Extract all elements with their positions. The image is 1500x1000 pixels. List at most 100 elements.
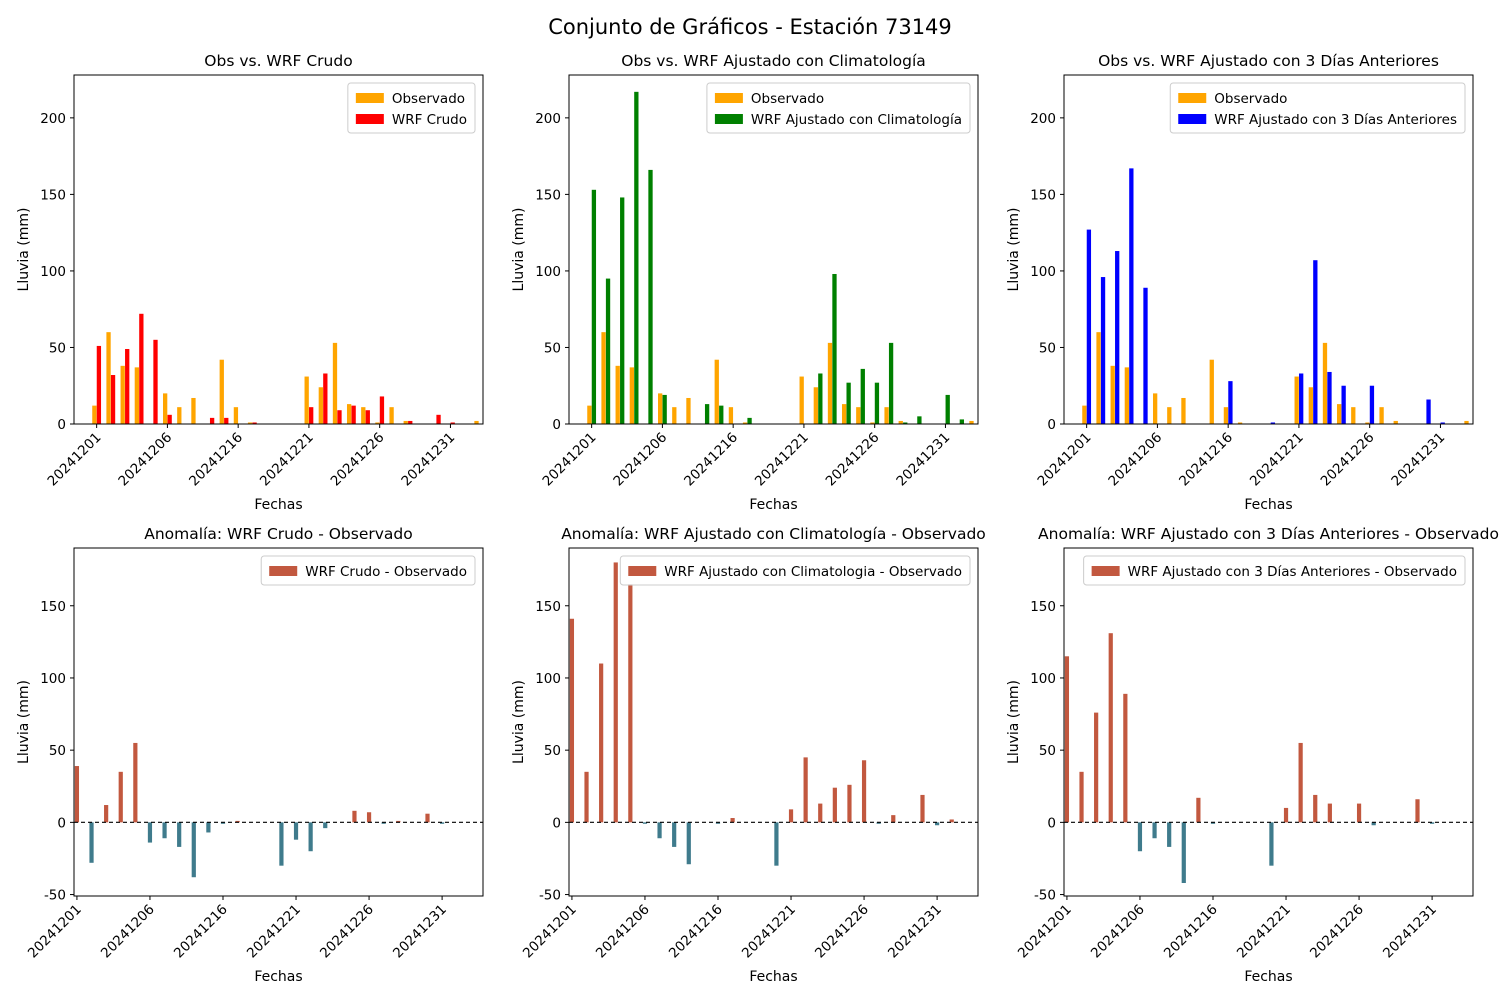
plot-frame bbox=[73, 547, 484, 897]
y-tick-label: 100 bbox=[535, 671, 561, 687]
y-tick-label: 50 bbox=[1039, 743, 1056, 759]
bar-observado-day-21 bbox=[870, 422, 875, 424]
x-tick-label: 20241226 bbox=[328, 430, 388, 490]
bar-wrf-day-6 bbox=[662, 394, 667, 424]
bar-observado-day-4 bbox=[1124, 367, 1130, 424]
bar-anomaly-day-9 bbox=[1181, 822, 1186, 884]
bar-anomaly-day-15 bbox=[279, 822, 284, 866]
x-tick-label: 20241216 bbox=[666, 902, 726, 962]
bar-anomaly-day-1 bbox=[1064, 656, 1070, 823]
bar-wrf-day-2 bbox=[605, 278, 611, 424]
bar-anomaly-day-5 bbox=[1123, 693, 1128, 823]
bar-observado-day-28 bbox=[474, 420, 479, 424]
bar-anomaly-day-18 bbox=[1313, 794, 1318, 823]
x-tick-label: 20241201 bbox=[540, 430, 600, 490]
bar-anomaly-day-18 bbox=[323, 822, 328, 829]
bar-anomaly-day-7 bbox=[1152, 822, 1157, 839]
bar-anomaly-day-7 bbox=[162, 822, 167, 839]
bar-observado-day-20 bbox=[1351, 407, 1356, 424]
bar-observado-day-6 bbox=[1153, 393, 1158, 424]
bar-observado-day-17 bbox=[813, 387, 818, 424]
legend-swatch bbox=[628, 566, 657, 576]
bar-observado-day-18 bbox=[332, 342, 338, 424]
x-tick-label: 20241206 bbox=[593, 902, 653, 962]
y-tick-label: 100 bbox=[535, 264, 561, 280]
x-tick-label: 20241201 bbox=[25, 902, 85, 962]
bar-anomaly-day-6 bbox=[1137, 822, 1143, 852]
bar-anomaly-day-5 bbox=[628, 584, 633, 823]
legend-swatch bbox=[269, 566, 298, 576]
bar-observado-day-3 bbox=[1110, 365, 1115, 424]
x-tick-label: 20241226 bbox=[1318, 430, 1378, 490]
bar-observado-day-16 bbox=[304, 376, 309, 424]
bar-wrf-day-10 bbox=[719, 405, 724, 424]
y-axis-label: Lluvia (mm) bbox=[511, 680, 527, 764]
bar-anomaly-day-26 bbox=[935, 822, 940, 826]
x-tick-label: 20241231 bbox=[1380, 902, 1440, 962]
bar-observado-day-28 bbox=[1464, 420, 1469, 424]
x-axis-label: Fechas bbox=[749, 497, 797, 513]
x-tick-label: 20241221 bbox=[752, 430, 812, 490]
bar-anomaly-day-25 bbox=[1415, 799, 1420, 823]
bar-observado-day-11 bbox=[233, 407, 239, 424]
x-tick-label: 20241216 bbox=[171, 902, 231, 962]
bar-wrf-day-26 bbox=[450, 422, 455, 424]
bar-observado-day-18 bbox=[827, 342, 833, 424]
legend-box bbox=[1169, 82, 1466, 134]
bar-anomaly-day-8 bbox=[177, 822, 182, 847]
bar-wrf-day-12 bbox=[747, 417, 752, 424]
x-axis-label: Fechas bbox=[1244, 497, 1292, 513]
y-tick-label: 0 bbox=[57, 417, 66, 433]
bar-anomaly-day-19 bbox=[1327, 803, 1332, 823]
bar-wrf-day-24 bbox=[917, 416, 922, 424]
bar-observado-day-7 bbox=[1167, 407, 1172, 424]
chart-title: Obs vs. WRF Ajustado con Climatología bbox=[621, 52, 926, 70]
bar-wrf-day-21 bbox=[1369, 385, 1375, 424]
y-tick-label: 50 bbox=[49, 340, 66, 356]
legend: WRF Ajustado con 3 Días Anteriores - Obs… bbox=[1083, 555, 1466, 586]
legend: WRF Crudo - Observado bbox=[260, 555, 476, 586]
bar-anomaly-day-25 bbox=[920, 794, 925, 823]
bar-wrf-day-3 bbox=[620, 197, 625, 424]
bar-observado-day-10 bbox=[219, 359, 224, 424]
bar-anomaly-day-12 bbox=[730, 818, 735, 823]
legend-swatch bbox=[355, 93, 384, 103]
legend-box bbox=[1083, 555, 1466, 586]
bar-wrf-day-17 bbox=[323, 373, 328, 424]
y-tick-label: 50 bbox=[49, 743, 66, 759]
bar-wrf-day-19 bbox=[1341, 385, 1346, 424]
x-tick-label: 20241216 bbox=[1176, 430, 1236, 490]
bar-wrf-day-23 bbox=[903, 422, 908, 424]
y-tick-label: 150 bbox=[40, 187, 66, 203]
x-tick-label: 20241226 bbox=[317, 902, 377, 962]
y-tick-label: 50 bbox=[544, 743, 561, 759]
chart-title: Obs vs. WRF Ajustado con 3 Días Anterior… bbox=[1098, 52, 1439, 70]
bar-observado-day-17 bbox=[318, 387, 323, 424]
bar-wrf-day-17 bbox=[818, 373, 823, 424]
y-tick-label: -50 bbox=[1034, 888, 1056, 904]
y-tick-label: 50 bbox=[1039, 340, 1056, 356]
y-tick-label: -50 bbox=[44, 888, 66, 904]
bar-observado-day-20 bbox=[361, 407, 366, 424]
x-tick-label: 20241231 bbox=[893, 430, 953, 490]
bar-anomaly-day-8 bbox=[672, 822, 677, 847]
bar-anomaly-day-26 bbox=[1430, 822, 1435, 824]
bar-observado-day-8 bbox=[1181, 397, 1186, 424]
bar-anomaly-day-17 bbox=[803, 757, 808, 823]
bar-anomaly-day-17 bbox=[308, 822, 313, 852]
bar-wrf-day-4 bbox=[634, 91, 639, 425]
bar-observado-day-1 bbox=[1082, 405, 1087, 424]
x-tick-label: 20241226 bbox=[823, 430, 883, 490]
bar-anomaly-day-21 bbox=[861, 760, 867, 823]
bar-anomaly-day-4 bbox=[118, 771, 123, 823]
bar-anomaly-day-10 bbox=[1196, 797, 1201, 823]
figure-title: Conjunto de Gráficos - Estación 73149 bbox=[548, 15, 952, 39]
x-tick-label: 20241231 bbox=[885, 902, 945, 962]
legend-swatch bbox=[355, 114, 384, 124]
legend-box bbox=[260, 555, 476, 586]
x-tick-label: 20241221 bbox=[1247, 430, 1307, 490]
x-tick-label: 20241216 bbox=[186, 430, 246, 490]
bar-observado-day-21 bbox=[1365, 422, 1370, 424]
bar-anomaly-day-4 bbox=[613, 562, 618, 823]
